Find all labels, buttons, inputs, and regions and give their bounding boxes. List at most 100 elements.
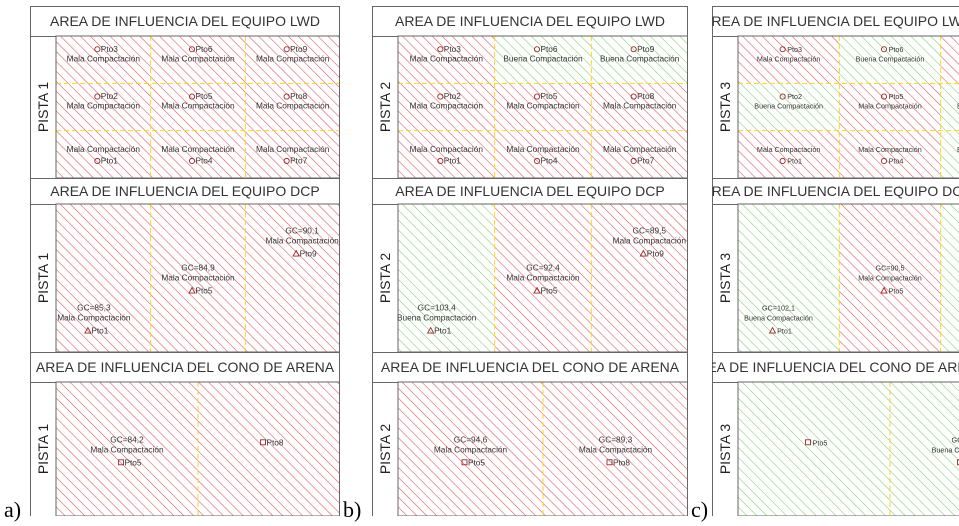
circle-marker-icon	[880, 46, 888, 53]
point-gc: GC=89,3	[599, 434, 633, 444]
point-name: Pto2	[444, 91, 461, 101]
point-name: Pto1	[787, 156, 802, 165]
point-name: Pto2	[101, 91, 118, 101]
point-status: Mala Compactación	[256, 53, 330, 63]
pista-label: PISTA 2	[377, 253, 393, 304]
point-name: Pto5	[540, 286, 557, 296]
cell-buena	[940, 83, 959, 131]
point-name: Pto9	[637, 44, 654, 54]
cell-buena	[738, 204, 840, 352]
point-gc: GC=97,3	[952, 435, 959, 444]
triangle-marker-icon	[426, 326, 435, 334]
circle-marker-icon	[779, 46, 786, 53]
point-status: Mala Compactación	[858, 274, 922, 283]
point-status: Mala Compactación	[161, 53, 235, 63]
cell-mala	[150, 36, 246, 84]
cell-mala	[56, 130, 151, 178]
point-name: Pto6	[540, 44, 557, 54]
section-title: AREA DE INFLUENCIA DEL EQUIPO DCP	[712, 183, 959, 199]
pista-label: PISTA 2	[377, 424, 393, 475]
point-gc: GC=90,5	[876, 264, 905, 273]
cell-mala	[398, 36, 495, 84]
cell-buena	[738, 83, 840, 131]
point-pto8: Pto8Buena Compactación	[957, 102, 959, 111]
point-status: Buena Compactación	[744, 314, 813, 323]
point-status: Mala Compactación	[67, 144, 141, 154]
pista-label: PISTA 3	[717, 253, 733, 304]
square-marker-icon	[805, 439, 811, 446]
section-3: AREA DE INFLUENCIA DEL CONO DE ARENA PIST…	[712, 352, 959, 516]
cell-mala	[591, 130, 688, 178]
cell-mala	[591, 204, 688, 352]
point-name: Pto8	[637, 91, 654, 101]
point-name: Pto1	[91, 326, 108, 336]
cell-mala	[245, 83, 340, 131]
panel-label-c: c)	[691, 497, 709, 522]
point-status: Mala Compactación	[256, 144, 330, 154]
cell-mala	[56, 83, 151, 131]
cell-mala	[150, 83, 246, 131]
point-status: Buena Compactación	[600, 53, 680, 63]
triangle-marker-icon	[880, 286, 888, 294]
point-status: Mala Compactación	[161, 144, 235, 154]
point-status: Mala Compactación	[506, 101, 580, 111]
cell-mala	[56, 382, 198, 516]
cell-mala	[494, 83, 592, 131]
cell-mala	[245, 130, 340, 178]
section-2: AREA DE INFLUENCIA DEL EQUIPO DCP PISTA 1…	[30, 178, 340, 353]
point-status: Mala Compactación	[757, 145, 821, 154]
point-name: Pto9	[290, 44, 307, 54]
circle-marker-icon	[630, 46, 637, 53]
point-status: Mala Compactación	[613, 236, 687, 246]
point-status: Buena Compactación	[754, 102, 823, 111]
point-status: Buena Compactación	[397, 313, 477, 323]
cell-mala	[245, 36, 340, 84]
point-status: Mala Compactación	[410, 53, 484, 63]
cell-buena	[940, 130, 959, 178]
point-gc: GC=89,5	[633, 226, 667, 236]
cell-buena	[494, 36, 592, 84]
square-marker-icon	[957, 459, 959, 466]
point-pto1: Mala Compactación Pto1	[757, 145, 821, 166]
point-status: Mala Compactación	[161, 273, 235, 283]
circle-marker-icon	[533, 93, 541, 100]
section-title: AREA DE INFLUENCIA DEL EQUIPO DCP	[50, 183, 319, 199]
circle-marker-icon	[94, 46, 101, 53]
triangle-marker-icon	[768, 326, 777, 334]
point-status: Mala Compactación	[410, 144, 484, 154]
pista-label: PISTA 1	[35, 424, 51, 475]
point-gc: GC=103,4	[418, 303, 456, 313]
triangle-marker-icon	[188, 286, 196, 294]
cell-mala	[940, 36, 959, 84]
circle-marker-icon	[880, 157, 888, 165]
point-status: Mala Compactación	[434, 444, 508, 454]
cell-mala	[245, 204, 340, 352]
section-title: AREA DE INFLUENCIA DEL EQUIPO LWD	[50, 13, 320, 29]
point-gc: GC=92,4	[526, 263, 560, 273]
section-title: AREA DE INFLUENCIA DEL EQUIPO LWD	[395, 13, 665, 29]
cell-mala	[494, 130, 592, 178]
cell-buena	[940, 204, 959, 352]
point-name: Pto5	[468, 457, 485, 467]
point-name: Pto5	[540, 91, 557, 101]
point-gc: GC=84,2	[110, 434, 144, 444]
circle-marker-icon	[283, 46, 290, 53]
point-name: Pto1	[101, 155, 118, 165]
point-status: Mala Compactación	[506, 144, 580, 154]
panel-pista-2: AREA DE INFLUENCIA DEL EQUIPO LWD PISTA 2…	[372, 6, 688, 516]
cell-mala	[494, 204, 592, 352]
